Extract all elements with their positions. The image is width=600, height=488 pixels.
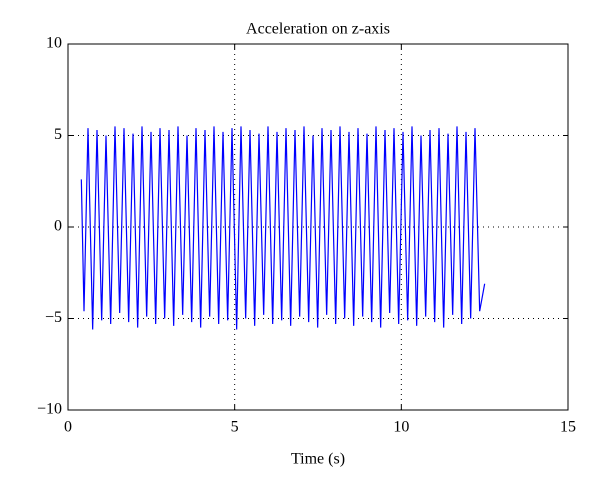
chart-title: Acceleration on z-axis: [246, 21, 390, 38]
x-tick-label: 15: [560, 419, 576, 436]
x-tick-label: 10: [393, 419, 409, 436]
x-tick-label: 5: [231, 419, 239, 436]
x-axis-label: Time (s): [291, 451, 345, 468]
data-line: [80, 126, 486, 330]
y-tick-label: −10: [37, 401, 62, 418]
y-tick-label: 0: [54, 218, 62, 235]
x-tick-label: 0: [64, 419, 72, 436]
y-tick-label: 10: [46, 35, 62, 52]
y-tick-label: −5: [45, 309, 62, 326]
plot-frame: [67, 43, 569, 411]
y-tick-label: 5: [54, 126, 62, 143]
